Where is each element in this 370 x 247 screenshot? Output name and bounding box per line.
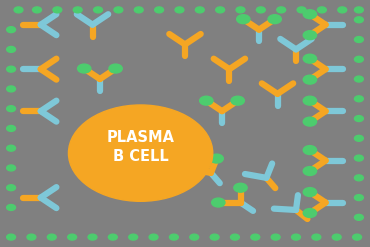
Circle shape [7, 165, 16, 171]
Circle shape [175, 7, 184, 13]
Circle shape [338, 7, 347, 13]
Circle shape [303, 188, 317, 197]
Circle shape [234, 183, 247, 192]
Circle shape [231, 96, 244, 105]
Circle shape [7, 145, 16, 151]
Circle shape [354, 7, 363, 13]
Circle shape [33, 7, 41, 13]
Circle shape [231, 234, 239, 240]
Circle shape [68, 105, 213, 201]
Circle shape [303, 10, 317, 19]
Circle shape [108, 234, 117, 240]
Circle shape [354, 175, 363, 181]
Circle shape [354, 155, 363, 161]
Circle shape [129, 234, 138, 240]
Circle shape [271, 234, 280, 240]
Circle shape [94, 7, 102, 13]
Circle shape [303, 166, 317, 175]
Circle shape [7, 46, 16, 52]
Circle shape [256, 7, 265, 13]
Circle shape [303, 117, 317, 126]
Circle shape [114, 7, 123, 13]
Circle shape [354, 135, 363, 141]
Circle shape [303, 54, 317, 63]
Circle shape [14, 7, 23, 13]
Circle shape [149, 234, 158, 240]
Circle shape [303, 31, 317, 40]
Circle shape [236, 7, 245, 13]
Circle shape [53, 7, 62, 13]
Circle shape [7, 205, 16, 210]
Circle shape [277, 7, 286, 13]
Circle shape [7, 66, 16, 72]
Circle shape [354, 96, 363, 102]
Circle shape [292, 234, 300, 240]
Circle shape [354, 76, 363, 82]
Circle shape [268, 15, 281, 24]
Circle shape [354, 37, 363, 42]
Circle shape [7, 125, 16, 131]
Circle shape [195, 7, 204, 13]
Circle shape [210, 154, 223, 163]
Circle shape [7, 27, 16, 33]
Circle shape [7, 234, 16, 240]
Circle shape [303, 146, 317, 155]
Circle shape [354, 195, 363, 201]
Circle shape [216, 7, 225, 13]
Circle shape [88, 234, 97, 240]
Circle shape [210, 234, 219, 240]
Circle shape [7, 86, 16, 92]
Circle shape [47, 234, 56, 240]
Circle shape [78, 64, 91, 73]
Circle shape [354, 17, 363, 23]
Circle shape [68, 234, 77, 240]
Circle shape [303, 75, 317, 84]
Circle shape [212, 198, 225, 207]
Circle shape [27, 234, 36, 240]
Circle shape [332, 234, 341, 240]
Circle shape [155, 7, 164, 13]
Text: PLASMA
B CELL: PLASMA B CELL [107, 130, 175, 164]
Circle shape [251, 234, 260, 240]
Circle shape [183, 165, 196, 173]
Circle shape [354, 116, 363, 122]
Circle shape [353, 234, 361, 240]
Circle shape [134, 7, 143, 13]
Circle shape [312, 234, 321, 240]
Circle shape [73, 7, 82, 13]
Circle shape [7, 185, 16, 191]
Circle shape [237, 15, 250, 24]
Circle shape [303, 208, 317, 217]
Circle shape [303, 96, 317, 105]
Circle shape [200, 96, 213, 105]
Circle shape [317, 7, 326, 13]
Circle shape [190, 234, 199, 240]
Circle shape [354, 214, 363, 220]
Circle shape [169, 234, 178, 240]
Circle shape [109, 64, 122, 73]
Circle shape [354, 56, 363, 62]
Circle shape [7, 106, 16, 112]
Circle shape [297, 7, 306, 13]
